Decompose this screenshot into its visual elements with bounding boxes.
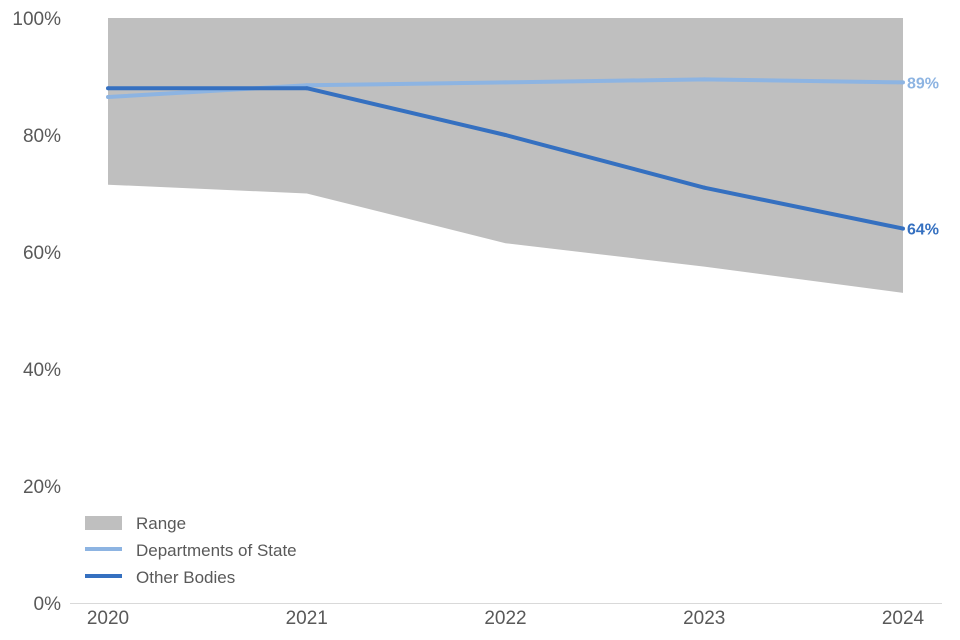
end-label-other-bodies: 64% <box>907 222 939 239</box>
legend: Range Departments of State Other Bodies <box>85 514 297 587</box>
y-tick-label: 20% <box>23 477 61 498</box>
data-point-other-bodies <box>304 86 309 91</box>
data-point-other-bodies <box>702 185 707 190</box>
data-point-departments-of-state <box>503 80 508 85</box>
data-point-departments-of-state <box>901 80 905 85</box>
x-tick-label: 2020 <box>87 608 129 629</box>
x-tick-label: 2022 <box>484 608 526 629</box>
data-point-departments-of-state <box>106 94 110 99</box>
y-tick-label: 100% <box>12 9 61 30</box>
x-tick-label: 2021 <box>286 608 328 629</box>
axes: 0% 20% 40% 60% 80% 100% 2020 2021 2022 2023 2024 <box>12 9 942 629</box>
legend-label-other-bodies: Other Bodies <box>136 568 235 587</box>
x-tick-label: 2024 <box>882 608 925 629</box>
range-area <box>108 18 903 293</box>
legend-swatch-range <box>85 516 122 530</box>
y-tick-label: 80% <box>23 126 61 147</box>
data-labels: 89% 64% <box>907 75 939 238</box>
legend-label-departments-of-state: Departments of State <box>136 541 297 560</box>
data-point-other-bodies <box>901 226 905 231</box>
data-point-other-bodies <box>503 133 508 137</box>
legend-label-range: Range <box>136 514 186 533</box>
y-tick-label: 60% <box>23 243 61 264</box>
data-point-departments-of-state <box>702 77 707 82</box>
data-point-other-bodies <box>106 86 110 91</box>
x-tick-label: 2023 <box>683 608 725 629</box>
series-lines <box>106 77 905 231</box>
y-tick-label: 0% <box>34 594 62 615</box>
y-tick-label: 40% <box>23 360 61 381</box>
range-area-layer <box>108 18 903 293</box>
end-label-departments-of-state: 89% <box>907 75 939 92</box>
